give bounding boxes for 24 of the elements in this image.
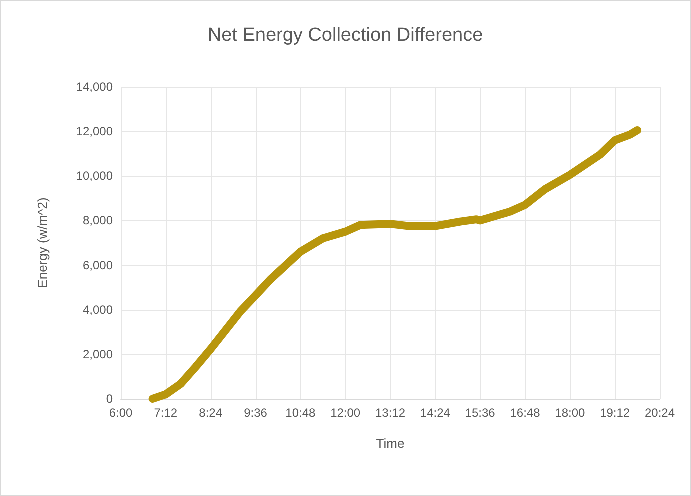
y-tick-label: 6,000 (82, 258, 114, 272)
x-axis-title: Time (376, 436, 405, 451)
x-tick-label: 18:00 (555, 406, 586, 420)
x-tick-label: 12:00 (330, 406, 361, 420)
y-tick-label: 10,000 (76, 169, 114, 184)
x-tick-label: 8:24 (199, 406, 223, 420)
y-tick-label: 8,000 (82, 214, 114, 228)
x-tick-label: 13:12 (375, 406, 406, 420)
y-tick-label: 2,000 (82, 347, 114, 362)
y-tick-label: 4,000 (82, 302, 114, 317)
x-tick-label: 7:12 (154, 406, 178, 420)
x-tick-label: 9:36 (244, 406, 268, 420)
chart-title: Net Energy Collection Difference (208, 25, 484, 46)
x-tick-label: 6:00 (109, 406, 133, 420)
x-tick-label: 15:36 (465, 406, 496, 420)
x-tick-label: 10:48 (286, 406, 316, 420)
y-tick-label: 14,000 (76, 80, 114, 94)
x-tick-label: 19:12 (600, 406, 630, 420)
x-tick-label: 20:24 (644, 406, 676, 420)
y-tick-label: 0 (106, 392, 114, 406)
x-tick-label: 16:48 (510, 406, 541, 420)
x-tick-label: 14:24 (420, 406, 451, 420)
y-axis-title: Energy (w/m^2) (35, 198, 50, 288)
y-tick-label: 12,000 (76, 124, 114, 139)
